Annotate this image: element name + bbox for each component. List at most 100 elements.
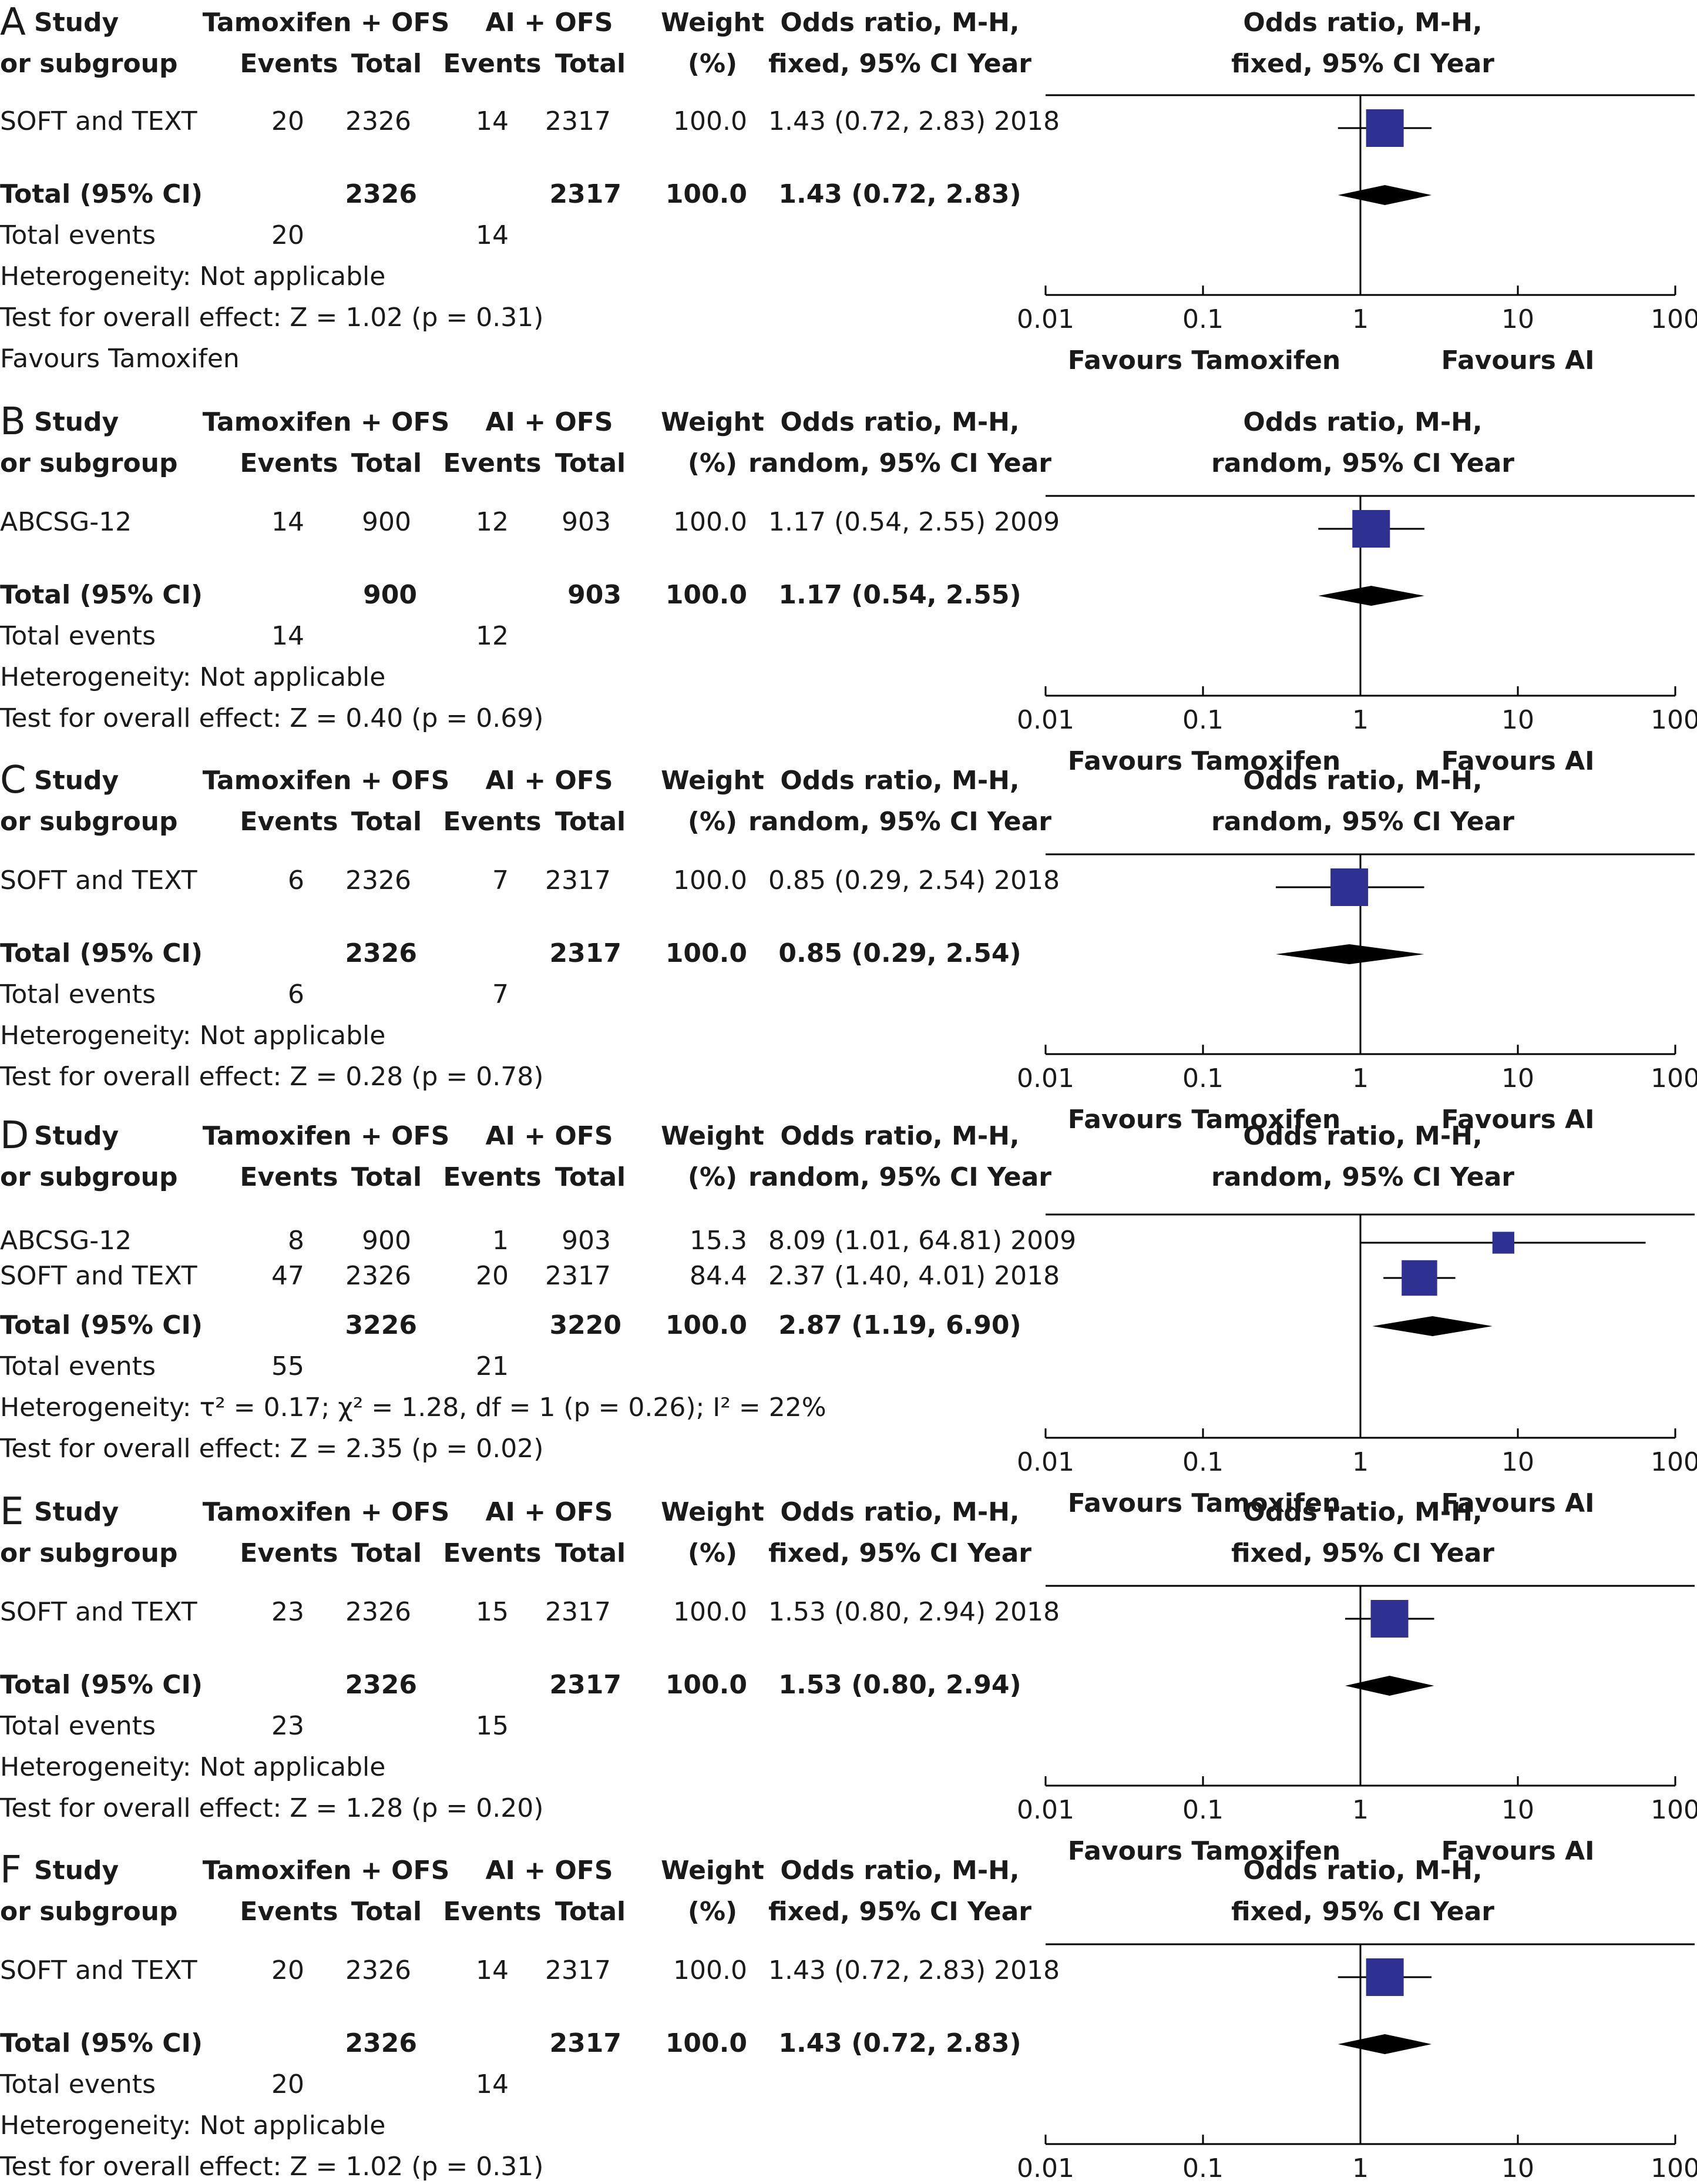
study-total-2: 903 (562, 507, 611, 537)
header-method-ci: random, 95% CI Year (748, 448, 1051, 478)
header-total-1: Total (351, 49, 422, 79)
header-method: Odds ratio, M-H, (780, 1856, 1020, 1886)
header-weight: Weight (661, 766, 764, 796)
header-group1: Tamoxifen + OFS (202, 1121, 450, 1151)
header-weight-unit: (%) (687, 807, 738, 837)
forest-plot-d: 0.01 0.1 1 10 100 Favours Tamoxifen Favours AI (1017, 1213, 1697, 1518)
header-weight: Weight (661, 407, 764, 437)
total-label: Total (95% CI) (0, 938, 203, 968)
favours-left-label: Favours Tamoxifen (1068, 1105, 1341, 1135)
study-events-2: 12 (476, 507, 509, 537)
total-events-2: 7 (492, 979, 509, 1009)
x-tick-label: 0.01 (1017, 1064, 1074, 1093)
header-method: Odds ratio, M-H, (780, 766, 1020, 796)
study-total-2: 2317 (545, 106, 611, 136)
header-group2: AI + OFS (485, 766, 613, 796)
total-events-label: Total events (0, 1351, 156, 1381)
header-method-ci: random, 95% CI Year (748, 807, 1051, 837)
overall-effect: Test for overall effect: Z = 1.02 (p = 0… (0, 303, 544, 333)
header-method: Odds ratio, M-H, (780, 8, 1020, 38)
study-name: ABCSG-12 (0, 1226, 132, 1256)
pooled-effect-diamond (1338, 185, 1432, 205)
total-total-1: 2326 (345, 2028, 417, 2058)
x-tick-label: 100 (1651, 1447, 1697, 1477)
header-events-1: Events (240, 1162, 338, 1192)
header-group1: Tamoxifen + OFS (202, 407, 450, 437)
header-group1: Tamoxifen + OFS (202, 8, 450, 38)
panel-letter: E (0, 1490, 24, 1534)
study-effect-square (1492, 1232, 1514, 1254)
total-events-1: 20 (271, 220, 304, 250)
plot-header-method-ci: random, 95% CI Year (1211, 448, 1514, 478)
header-subgroup: or subgroup (0, 1162, 178, 1192)
favours-right-label: Favours AI (1441, 746, 1594, 776)
study-ci: 0.85 (0.29, 2.54) 2018 (768, 865, 1060, 895)
total-total-2: 2317 (549, 2028, 621, 2058)
total-events-1: 14 (271, 621, 304, 651)
x-tick-label: 0.01 (1017, 2153, 1074, 2183)
pooled-effect-diamond (1275, 944, 1424, 964)
header-events-2: Events (443, 448, 542, 478)
x-tick-label: 0.01 (1017, 304, 1074, 334)
total-total-1: 3226 (345, 1310, 417, 1340)
study-ci: 1.53 (0.80, 2.94) 2018 (768, 1597, 1060, 1627)
header-total-2: Total (555, 1162, 626, 1192)
header-events-1: Events (240, 807, 338, 837)
header-total-2: Total (555, 448, 626, 478)
forest-plot-b: 0.01 0.1 1 10 100 Favours Tamoxifen Favours AI (1017, 495, 1697, 776)
header-subgroup: or subgroup (0, 49, 178, 79)
favours-right-label: Favours AI (1441, 1105, 1594, 1135)
study-total-1: 2326 (345, 865, 411, 895)
study-name: SOFT and TEXT (0, 1955, 197, 1985)
study-events-1: 47 (271, 1261, 304, 1291)
total-events-label: Total events (0, 621, 156, 651)
total-events-label: Total events (0, 1711, 156, 1741)
x-tick-label: 100 (1651, 304, 1697, 334)
panel-letter: B (0, 400, 26, 444)
header-method: Odds ratio, M-H, (780, 1121, 1020, 1151)
x-tick-label: 0.01 (1017, 705, 1074, 735)
header-group2: AI + OFS (485, 407, 613, 437)
panel-letter: F (0, 1848, 22, 1892)
total-events-2: 12 (476, 621, 509, 651)
total-events-1: 6 (288, 979, 304, 1009)
total-total-2: 2317 (549, 179, 621, 209)
extra-note: Favours Tamoxifen (0, 344, 240, 374)
x-tick-label: 10 (1501, 304, 1534, 334)
header-method-ci: random, 95% CI Year (748, 1162, 1051, 1192)
total-ci: 1.53 (0.80, 2.94) (778, 1670, 1021, 1700)
header-total-2: Total (555, 49, 626, 79)
header-total-2: Total (555, 1538, 626, 1568)
total-weight: 100.0 (665, 1310, 747, 1340)
x-tick-label: 0.1 (1182, 1447, 1224, 1477)
x-tick-label: 1 (1352, 2153, 1369, 2183)
study-weight: 100.0 (673, 507, 747, 537)
study-effect-square (1370, 1600, 1409, 1638)
total-total-2: 2317 (549, 1670, 621, 1700)
panel-letter: D (0, 1114, 29, 1158)
total-ci: 0.85 (0.29, 2.54) (778, 938, 1021, 968)
forest-plot-c: 0.01 0.1 1 10 100 Favours Tamoxifen Favours AI (1017, 853, 1697, 1135)
heterogeneity: Heterogeneity: Not applicable (0, 2111, 386, 2141)
study-total-2: 2317 (545, 865, 611, 895)
x-tick-label: 10 (1501, 1447, 1534, 1477)
total-events-label: Total events (0, 979, 156, 1009)
header-method: Odds ratio, M-H, (780, 407, 1020, 437)
header-events-1: Events (240, 1897, 338, 1927)
header-group1: Tamoxifen + OFS (202, 1856, 450, 1886)
plot-header-method-ci: fixed, 95% CI Year (1231, 1538, 1495, 1568)
study-events-2: 14 (476, 1955, 509, 1985)
header-total-1: Total (351, 448, 422, 478)
study-total-1: 2326 (345, 1261, 411, 1291)
total-ci: 1.43 (0.72, 2.83) (778, 2028, 1021, 2058)
study-total-2: 2317 (545, 1261, 611, 1291)
header-study: Study (34, 8, 119, 38)
total-total-1: 900 (363, 580, 417, 610)
study-events-2: 7 (492, 865, 509, 895)
x-tick-label: 0.1 (1182, 2153, 1224, 2183)
x-tick-label: 100 (1651, 2153, 1697, 2183)
favours-right-label: Favours AI (1441, 1488, 1594, 1518)
plot-header-method: Odds ratio, M-H, (1243, 1121, 1483, 1151)
total-total-1: 2326 (345, 938, 417, 968)
study-name: ABCSG-12 (0, 507, 132, 537)
